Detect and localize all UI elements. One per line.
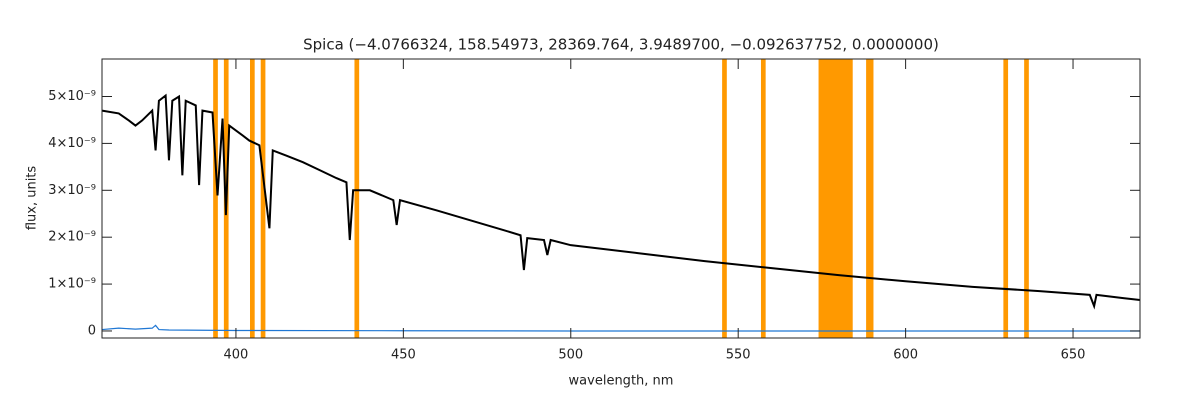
y-tick-label: 0 (88, 323, 96, 338)
x-axis-label: wavelength, nm (569, 374, 674, 389)
masked-band (260, 59, 266, 338)
masked-band (760, 59, 766, 338)
chart-title: Spica (−4.0766324, 158.54973, 28369.764,… (303, 36, 939, 54)
y-tick-label: 4×10⁻⁹ (48, 136, 96, 151)
masked-band (866, 59, 874, 338)
plot-frame (101, 58, 1141, 339)
x-tick-label: 500 (558, 348, 583, 363)
x-tick-label: 600 (893, 348, 918, 363)
masked-band (818, 59, 853, 338)
masked-band (1024, 59, 1029, 338)
masked-band (249, 59, 255, 338)
masked-band (354, 59, 360, 338)
series-line (101, 324, 1140, 332)
y-tick-label: 3×10⁻⁹ (48, 183, 96, 198)
x-tick-label: 550 (726, 348, 751, 363)
series-line (101, 93, 1141, 310)
x-tick-label: 400 (224, 348, 249, 363)
masked-band (722, 59, 727, 338)
y-tick-label: 5×10⁻⁹ (48, 89, 96, 104)
y-axis-label: flux, units (25, 166, 40, 231)
y-tick-label: 1×10⁻⁹ (48, 277, 96, 292)
x-tick-label: 650 (1061, 348, 1086, 363)
x-tick-label: 450 (391, 348, 416, 363)
y-tick-label: 2×10⁻⁹ (48, 230, 96, 245)
masked-band (213, 59, 218, 338)
masked-band (1003, 59, 1009, 338)
